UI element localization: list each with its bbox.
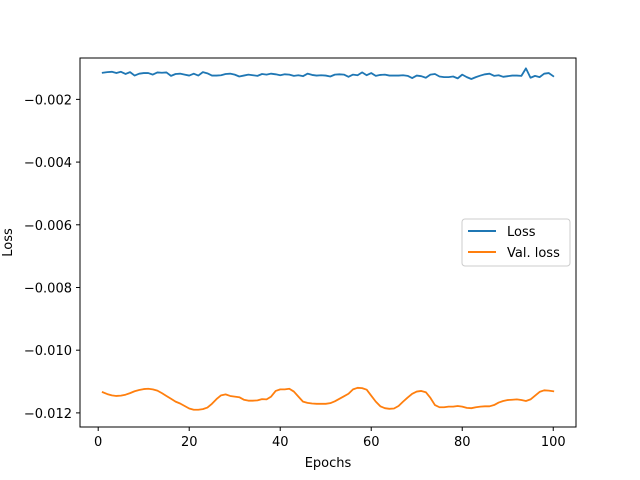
x-axis-label: Epochs [305,456,352,471]
x-tick-label: 60 [363,435,380,450]
legend: Loss Val. loss [461,218,571,267]
series-line-val-loss [101,386,555,411]
x-tick-label: 100 [541,435,566,450]
x-axis-ticks: 0 20 40 60 80 100 [94,427,566,450]
x-tick-label: 40 [272,435,289,450]
y-tick-label: −0.010 [24,344,72,359]
series-layer [101,67,555,411]
y-tick-label: −0.002 [24,93,72,108]
x-tick-label: 20 [181,435,198,450]
plot-frame [79,57,577,428]
y-tick-label: −0.006 [24,219,72,234]
y-axis-ticks: −0.002 −0.004 −0.006 −0.008 −0.010 −0.012 [24,93,80,422]
y-tick-label: −0.012 [24,407,72,422]
y-tick-label: −0.004 [24,156,72,171]
y-tick-label: −0.008 [24,281,72,296]
y-axis-label: Loss [1,228,16,257]
legend-label-val-loss: Val. loss [507,246,560,261]
legend-label-loss: Loss [507,225,536,240]
x-tick-label: 0 [94,435,102,450]
series-line-loss [101,67,555,80]
x-tick-label: 80 [454,435,471,450]
